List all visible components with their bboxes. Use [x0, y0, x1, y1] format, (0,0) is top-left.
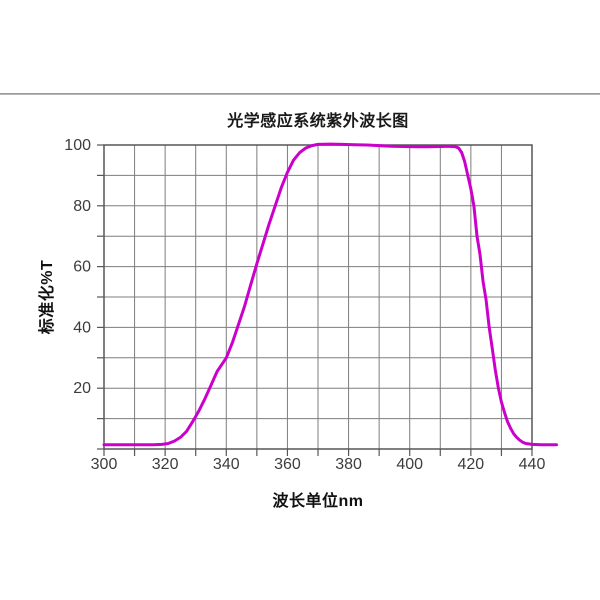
x-axis-title: 波长单位nm	[272, 493, 364, 510]
x-tick-label: 420	[458, 456, 485, 473]
x-tick-label: 340	[213, 456, 240, 473]
y-tick-label: 40	[73, 319, 91, 336]
x-tick-label: 400	[396, 456, 423, 473]
y-tick-label: 60	[73, 259, 91, 276]
y-tick-label: 20	[73, 380, 91, 397]
x-tick-label: 300	[91, 456, 118, 473]
y-tick-label: 80	[73, 198, 91, 215]
x-tick-label: 360	[274, 456, 301, 473]
transmission-curve	[102, 142, 558, 447]
y-tick-label: 100	[64, 137, 91, 154]
top-divider-line	[0, 93, 600, 95]
x-tick-label: 380	[335, 456, 362, 473]
x-tick-label: 440	[519, 456, 546, 473]
x-tick-label: 320	[152, 456, 179, 473]
chart-title: 光学感应系统紫外波长图	[227, 113, 409, 130]
